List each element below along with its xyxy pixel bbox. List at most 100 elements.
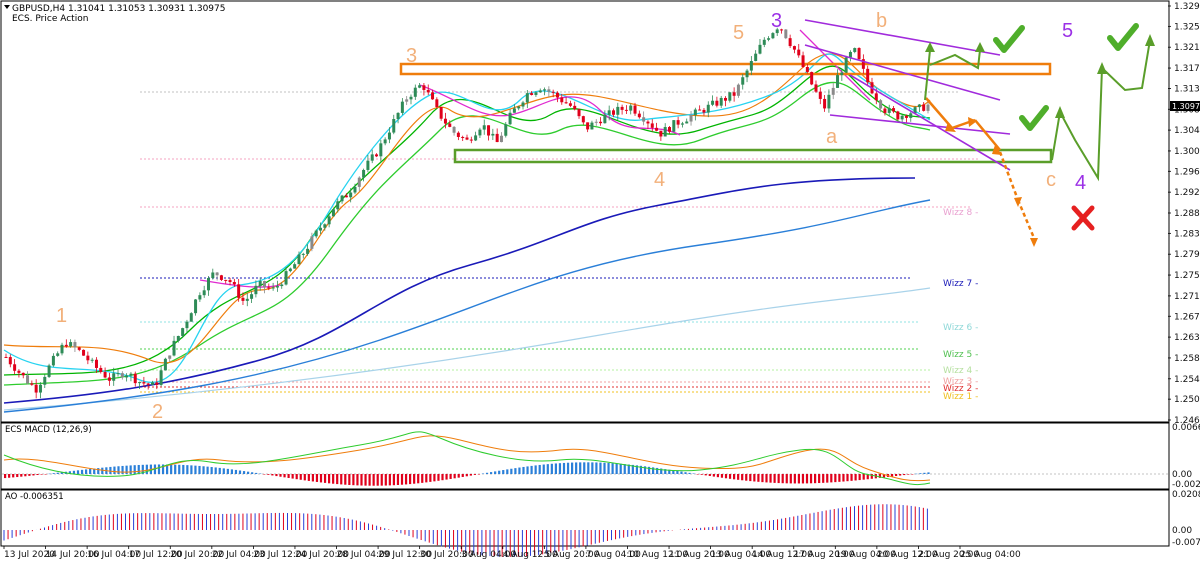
candle-body: [250, 294, 254, 299]
candle-body: [642, 117, 646, 122]
macd-bar: [60, 472, 63, 474]
candle-body: [659, 130, 663, 137]
macd-label: ECS MACD (12,26,9): [5, 425, 92, 435]
macd-bar: [546, 464, 549, 474]
macd-bar: [384, 474, 387, 486]
macd-bar: [368, 474, 371, 486]
candle-body: [431, 92, 435, 100]
candle-body: [810, 71, 814, 85]
macd-bar: [413, 474, 416, 484]
candle-body: [60, 344, 64, 354]
macd-bar: [818, 474, 821, 484]
collapse-arrow-icon[interactable]: [4, 5, 10, 9]
candle-body: [771, 33, 775, 39]
macd-bar: [676, 470, 679, 474]
macd-bar: [36, 474, 39, 476]
time-tick-label: 21 Aug 20:00: [918, 550, 979, 560]
candle-body: [150, 382, 154, 385]
candle-body: [904, 115, 908, 118]
candle-body: [198, 295, 202, 300]
candle-body: [857, 48, 861, 60]
candle-body: [611, 110, 615, 115]
macd-bar: [826, 474, 829, 483]
channel-upper-1: [804, 19, 1001, 56]
macd-bar: [202, 466, 205, 474]
candle-body: [90, 359, 94, 361]
candle-body: [103, 371, 107, 378]
macd-bar: [611, 463, 614, 474]
macd-bar: [348, 474, 351, 485]
macd-bar: [765, 474, 768, 483]
macd-bar: [769, 474, 772, 483]
time-tick-label: 13 Jul 2020: [4, 550, 55, 560]
macd-bar: [603, 462, 606, 474]
candle-body: [142, 382, 146, 384]
candle-body: [603, 114, 607, 124]
macd-bar: [80, 469, 84, 474]
current-price-tag: [1170, 101, 1200, 111]
candle-body: [267, 287, 271, 289]
proj-seg-3: [974, 119, 1001, 151]
macd-bar: [696, 474, 699, 475]
candle-body: [896, 111, 900, 120]
macd-bar: [854, 474, 857, 481]
candle-body: [853, 48, 857, 52]
channel-upper-2: [804, 44, 1001, 101]
macd-bar: [911, 474, 914, 475]
candle-body: [607, 110, 611, 115]
candle-body: [504, 124, 508, 136]
ao-pane-frame: [0, 489, 1170, 547]
candle-body: [512, 108, 516, 113]
wave-big3-label: 3: [771, 10, 782, 32]
macd-bar: [344, 474, 347, 485]
time-tick-label: 14 Jul 20:00: [46, 550, 100, 560]
candle-body: [331, 209, 335, 217]
macd-bar: [421, 474, 424, 483]
time-tick-label: 14 Aug 12:00: [752, 550, 813, 560]
macd-bar: [473, 474, 476, 475]
macd-bar: [550, 463, 553, 474]
macd-bar: [20, 474, 23, 477]
candle-body: [689, 115, 693, 122]
macd-bar: [870, 474, 873, 479]
macd-bar: [789, 474, 792, 484]
macd-bar: [668, 469, 671, 474]
price-tick-label: 1.27130: [1174, 292, 1200, 302]
wave-2-label: 2: [152, 401, 163, 423]
candle-body: [211, 272, 215, 279]
macd-bar: [97, 468, 100, 474]
candle-body: [237, 284, 241, 298]
macd-bar: [145, 464, 148, 474]
macd-bar: [915, 473, 918, 475]
macd-bar: [538, 464, 541, 474]
wizz-7-label: Wizz 7 -: [943, 279, 978, 289]
macd-bar: [830, 474, 833, 483]
macd-bar: [700, 474, 703, 475]
macd-bar: [652, 467, 655, 474]
macd-bar: [328, 474, 331, 484]
macd-bar: [72, 470, 76, 474]
candle-body: [909, 113, 913, 118]
bull-seg-2: [929, 49, 981, 70]
candle-body: [189, 313, 193, 322]
wizz-4-label: Wizz 4 -: [943, 366, 978, 376]
macd-bar: [692, 473, 695, 474]
candle-body: [370, 154, 374, 161]
candle-body: [86, 355, 90, 361]
macd-bar: [226, 468, 229, 474]
candle-body: [521, 102, 525, 107]
candle-body: [336, 201, 340, 210]
macd-bar: [834, 474, 837, 483]
candle-body: [534, 92, 538, 95]
candle-body: [306, 248, 310, 254]
candle-body: [745, 70, 749, 78]
macd-bar: [477, 474, 481, 475]
ema-slow-line: [3, 81, 931, 386]
candle-body: [340, 195, 344, 202]
macd-bar: [230, 469, 233, 474]
macd-bar: [643, 466, 647, 474]
candle-body: [892, 108, 896, 112]
macd-bar: [388, 474, 391, 486]
